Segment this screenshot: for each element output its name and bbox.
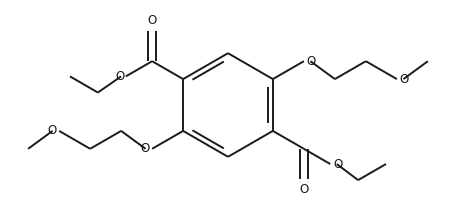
Text: O: O [116, 70, 125, 83]
Text: O: O [298, 183, 308, 196]
Text: O: O [332, 158, 342, 171]
Text: O: O [47, 124, 56, 137]
Text: O: O [399, 73, 408, 86]
Text: O: O [140, 142, 149, 155]
Text: O: O [306, 55, 315, 68]
Text: O: O [147, 14, 157, 27]
